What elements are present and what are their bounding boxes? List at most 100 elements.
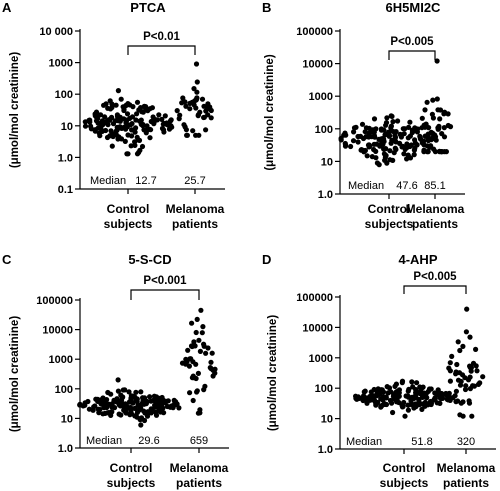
data-point — [373, 402, 379, 408]
data-point — [109, 130, 115, 137]
data-point — [407, 119, 413, 125]
data-point — [342, 143, 349, 149]
data-point — [406, 124, 412, 130]
data-point — [374, 160, 380, 166]
data-point — [197, 109, 203, 115]
data-point — [153, 409, 159, 415]
data-point — [183, 127, 189, 133]
data-point — [406, 386, 412, 392]
significance-bracket — [127, 45, 196, 55]
data-point — [118, 392, 124, 398]
chart-panel-c: 1.0 10 100 1000 10000 100000 (μmol/mol creatin… — [9, 275, 229, 490]
data-point — [409, 379, 415, 385]
data-point — [409, 127, 415, 133]
data-point — [193, 361, 199, 367]
significance-bracket — [388, 50, 436, 60]
data-point — [439, 131, 445, 137]
data-point — [105, 105, 111, 111]
data-point — [203, 127, 209, 133]
data-point — [109, 101, 115, 107]
data-point — [386, 129, 392, 135]
median-value: 47.6 — [396, 180, 417, 192]
data-point — [384, 115, 390, 121]
data-point — [371, 116, 378, 122]
data-point — [103, 101, 109, 107]
data-point — [120, 104, 126, 110]
data-point — [405, 407, 411, 413]
data-point — [449, 353, 455, 359]
data-point — [419, 115, 425, 121]
data-point — [424, 99, 430, 105]
data-point — [127, 102, 133, 108]
data-point — [104, 134, 111, 141]
data-point — [416, 402, 422, 408]
data-point — [189, 320, 195, 326]
data-point — [362, 129, 368, 135]
median-label: Median — [86, 435, 122, 447]
data-point — [378, 396, 384, 402]
data-point — [407, 143, 413, 150]
data-point — [123, 120, 129, 126]
data-point — [197, 348, 203, 354]
data-point — [480, 374, 486, 380]
data-point — [365, 398, 371, 404]
data-point — [457, 347, 463, 354]
data-point — [399, 380, 405, 386]
category-label: patients — [176, 476, 222, 490]
data-point — [162, 113, 168, 119]
data-point — [392, 133, 398, 139]
data-point — [124, 151, 130, 157]
data-point — [138, 389, 144, 395]
data-point — [194, 79, 200, 85]
data-point — [148, 398, 154, 404]
data-point — [447, 378, 453, 384]
data-point — [208, 359, 214, 365]
data-point — [141, 408, 147, 414]
significance-bracket — [130, 289, 200, 300]
data-point — [351, 125, 358, 131]
data-point — [343, 132, 349, 138]
data-point — [118, 96, 124, 102]
data-point — [430, 97, 436, 103]
data-point — [390, 119, 396, 125]
y-tick-label: 10000 — [42, 325, 73, 337]
panel-title: 5-S-CD — [128, 252, 171, 267]
data-point — [129, 127, 135, 133]
data-point — [179, 100, 185, 106]
data-point — [386, 133, 392, 139]
data-point — [453, 369, 459, 375]
data-point — [462, 386, 469, 393]
data-point — [381, 146, 387, 152]
data-point — [193, 329, 199, 336]
data-point — [139, 143, 146, 150]
data-point — [134, 99, 141, 105]
data-point — [431, 135, 437, 141]
data-point — [428, 129, 434, 135]
y-axis-label: (μmol/mol creatinine) — [9, 52, 21, 168]
data-point — [473, 346, 479, 352]
data-point — [404, 156, 410, 162]
data-point — [432, 390, 438, 396]
data-point — [130, 393, 136, 399]
data-point — [109, 143, 115, 149]
median-label: Median — [90, 175, 126, 187]
y-tick-label: 10 — [61, 121, 73, 133]
data-point — [438, 396, 444, 402]
data-point — [85, 398, 91, 405]
y-tick-label: 10 — [321, 414, 333, 426]
data-point — [361, 389, 367, 395]
data-point — [77, 401, 83, 407]
data-point — [401, 151, 407, 157]
panel-d: D 4-AHP — [262, 252, 438, 267]
data-point — [112, 405, 118, 411]
data-point — [455, 377, 462, 383]
data-point — [470, 383, 476, 389]
data-point — [187, 106, 193, 112]
data-point — [144, 123, 150, 129]
data-point — [127, 115, 133, 121]
data-point — [201, 114, 207, 121]
data-point — [118, 412, 124, 418]
y-axis-label: (μmol/mol creatinine) — [264, 54, 276, 170]
data-point — [117, 403, 124, 409]
data-point — [159, 125, 166, 132]
